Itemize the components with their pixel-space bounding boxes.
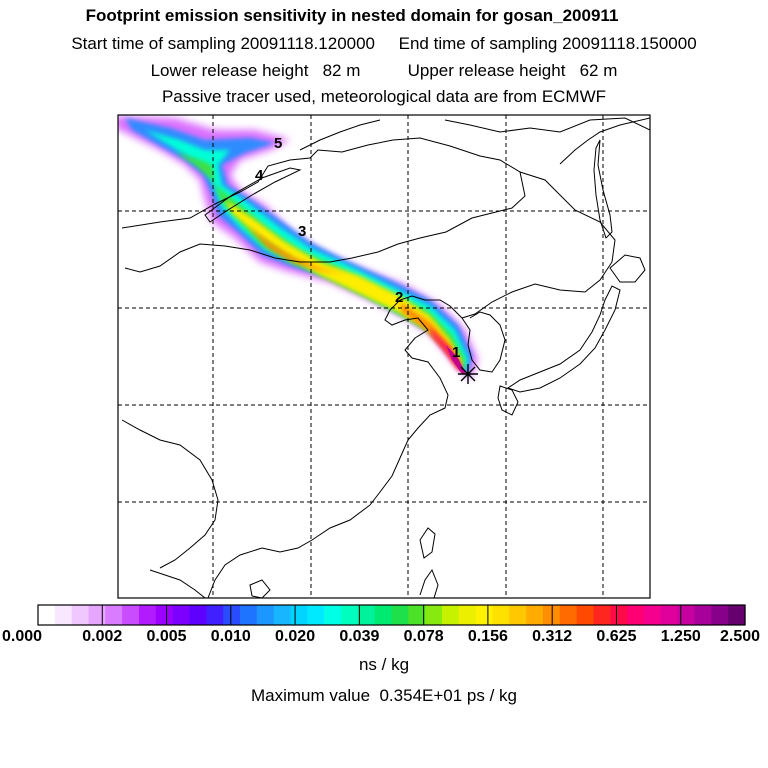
colorbar-swatch (644, 605, 662, 625)
china-korea-border (461, 283, 586, 319)
colorbar-swatch (526, 605, 544, 625)
japan-honshu (506, 285, 621, 393)
trajectory-label-5: 5 (274, 135, 282, 152)
trajectory-label-4: 4 (255, 167, 264, 184)
colorbar-swatch (88, 605, 106, 625)
colorbar-swatch (475, 605, 494, 625)
colorbar-swatch (391, 605, 409, 625)
amur-border (519, 171, 616, 293)
colorbar-swatch (408, 605, 426, 625)
sakhalin (593, 139, 613, 239)
trajectory-label-1: 1 (452, 344, 460, 361)
mongolia-border (121, 137, 526, 273)
plume-green (175, 152, 465, 370)
plume-cyan (145, 130, 468, 372)
colorbar-swatch (694, 605, 712, 625)
colorbar-swatch (559, 605, 578, 625)
colorbar-swatch (105, 605, 123, 625)
colorbar-swatch (341, 605, 359, 625)
colorbar-swatch (492, 605, 510, 625)
trajectory-label-2: 2 (395, 289, 403, 306)
colorbar-swatch (240, 605, 258, 625)
colorbar-swatch (677, 605, 696, 625)
kamchatka-coast (559, 117, 650, 165)
sampling-time-line: Start time of sampling 20091118.120000 E… (71, 34, 697, 53)
colorbar-swatch (425, 605, 443, 625)
russia-north-coast (299, 119, 381, 151)
colorbar-swatch (627, 605, 645, 625)
tracer-info-line: Passive tracer used, meteorological data… (161, 87, 607, 106)
hainan (249, 579, 271, 598)
colorbar-tick-label: 0.000 (1, 628, 43, 645)
colorbar-tick-label: 0.020 (275, 628, 316, 645)
bohai-coast (369, 295, 463, 506)
plume-core (446, 345, 466, 374)
colorbar-swatch (442, 605, 460, 625)
graticule (118, 115, 650, 598)
maximum-value: Maximum value 0.354E+01 ps / kg (251, 686, 517, 705)
colorbar-swatch (610, 605, 628, 625)
colorbar-swatch (155, 605, 174, 625)
colorbar-swatch (273, 605, 292, 625)
colorbar-swatch (122, 605, 140, 625)
colorbar-tick-label: 2.500 (719, 628, 761, 645)
philippines-luzon (419, 568, 439, 598)
colorbar-swatch (290, 605, 308, 625)
colorbar-swatch (71, 605, 90, 625)
colorbar-swatch (38, 605, 56, 625)
colorbar-swatch (139, 605, 157, 625)
colorbar-frame (37, 604, 746, 626)
colorbar-swatch (54, 605, 73, 625)
colorbar-tick-label: 0.156 (467, 628, 508, 645)
colorbar-tick-label: 0.625 (596, 628, 637, 645)
colorbar (38, 605, 746, 625)
colorbar-tick-label: 0.002 (82, 628, 123, 645)
map-frame (117, 114, 651, 599)
colorbar-swatch (593, 605, 611, 625)
colorbar-swatch (711, 605, 729, 625)
plume-yellow (225, 200, 462, 368)
colorbar-swatch (509, 605, 527, 625)
lake-baikal (204, 167, 302, 223)
colorbar-swatch (324, 605, 342, 625)
colorbar-tick-label: 0.005 (146, 628, 187, 645)
colorbar-tick-label: 0.010 (210, 628, 251, 645)
coastlines (121, 117, 650, 598)
colorbar-swatch (172, 605, 191, 625)
colorbar-swatch (307, 605, 325, 625)
south-china-coast (207, 504, 371, 598)
colorbar-tick-label: 1.250 (660, 628, 701, 645)
colorbar-tick-label: 0.312 (532, 628, 573, 645)
colorbar-swatch (256, 605, 275, 625)
colorbar-swatch (576, 605, 595, 625)
china-northeast-border (444, 117, 650, 133)
taiwan (419, 527, 436, 559)
colorbar-units: ns / kg (358, 655, 410, 674)
colorbar-tick-label: 0.039 (339, 628, 380, 645)
colorbar-swatch (206, 605, 224, 625)
colorbar-swatch (223, 605, 241, 625)
colorbar-swatch (189, 605, 207, 625)
receptor-marker (458, 364, 478, 384)
himalaya-border (121, 419, 219, 569)
korean-peninsula (461, 311, 506, 373)
colorbar-swatch (728, 605, 746, 625)
plot-title: Footprint emission sensitivity in nested… (85, 6, 619, 25)
colorbar-tick-label: 0.078 (403, 628, 444, 645)
release-height-line: Lower release height 82 m Upper release … (150, 61, 618, 80)
indochina-coast (149, 569, 206, 598)
colorbar-swatch (374, 605, 393, 625)
japan-hokkaido (609, 254, 646, 283)
trajectory-label-3: 3 (298, 223, 306, 240)
colorbar-swatch (357, 605, 376, 625)
colorbar-swatch (458, 605, 477, 625)
colorbar-swatch (660, 605, 679, 625)
japan-kyushu (497, 385, 519, 416)
